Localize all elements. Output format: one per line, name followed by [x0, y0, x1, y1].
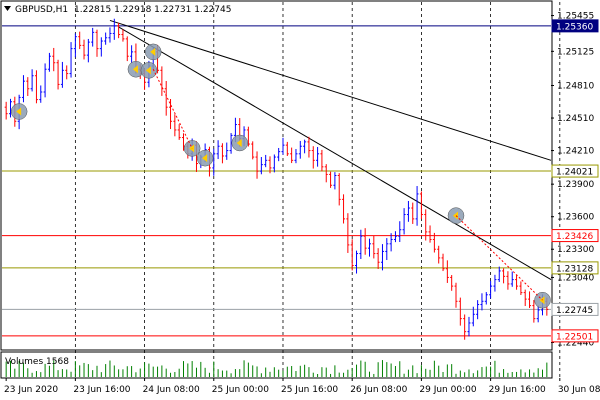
price-tick-label: 1.22440 — [557, 338, 594, 348]
price-tag-box — [551, 302, 599, 316]
price-tick-label: 1.23600 — [557, 213, 594, 223]
time-tick-label: 26 Jun 08:00 — [350, 385, 407, 395]
trade-markers — [10, 43, 551, 309]
volume-label: Volumes 1568 — [5, 357, 69, 367]
price-tag-box — [551, 229, 599, 243]
price-axis: 1.25455 1.25125 1.24810 1.24510 1.24210 1.239… — [551, 12, 594, 348]
price-tag-box — [551, 329, 599, 343]
price-tick-label: 1.25125 — [557, 47, 594, 57]
ohlc-readout: 1.22815 1.22918 1.22731 1.22745 — [74, 5, 231, 15]
volume-bars — [5, 360, 548, 377]
volume-panel-frame — [0, 351, 553, 379]
time-tick-label: 25 Jun 00:00 — [212, 385, 269, 395]
chart-header: GBPUSD,H1 1.22815 1.22918 1.22731 1.2274… — [4, 5, 231, 15]
time-tick-label: 24 Jun 08:00 — [143, 385, 200, 395]
price-tag-label: 1.22745 — [556, 306, 593, 316]
price-tick-label: 1.23040 — [557, 273, 594, 283]
price-tick-label: 1.23300 — [557, 245, 594, 255]
arrow-icon — [236, 138, 242, 147]
trend-lines — [109, 19, 552, 281]
trend-line-lower — [118, 26, 552, 281]
symbol-timeframe: GBPUSD,H1 — [15, 5, 68, 15]
time-tick-label: 29 Jun 00:00 — [419, 385, 476, 395]
time-axis: 23 Jun 2020 23 Jun 16:00 24 Jun 08:00 25 Ju… — [4, 378, 600, 395]
time-tick-label: 25 Jun 16:00 — [281, 385, 338, 395]
trade-connector — [455, 215, 543, 301]
arrow-icon — [189, 144, 195, 153]
triangle-down-icon[interactable] — [4, 6, 11, 11]
time-tick-label: 30 Jun 08:00 — [558, 385, 600, 395]
price-tag-box — [551, 261, 599, 275]
time-tick-label: 29 Jun 16:00 — [489, 385, 546, 395]
price-tag-box — [551, 164, 599, 178]
price-tag-label: 1.23426 — [556, 232, 593, 242]
candles — [4, 18, 549, 340]
arrow-icon — [202, 154, 208, 163]
price-tag-label: 1.25360 — [556, 22, 593, 32]
price-tags: 1.25360 1.24021 1.23426 1.23128 1.22745 1.225… — [551, 19, 599, 343]
price-tag-box — [551, 19, 599, 33]
price-tag-label: 1.22501 — [556, 332, 593, 342]
time-tick-label: 23 Jun 16:00 — [73, 385, 130, 395]
arrow-icon — [145, 66, 151, 75]
price-tick-label: 1.24810 — [557, 81, 594, 91]
price-tick-label: 1.24510 — [557, 114, 594, 124]
price-tick-label: 1.23900 — [557, 180, 594, 190]
price-tag-label: 1.23128 — [556, 264, 593, 274]
time-tick-label: 23 Jun 2020 — [4, 385, 58, 395]
trend-line-upper — [109, 19, 552, 161]
horizontal-levels — [2, 25, 551, 337]
vertical-grid — [74, 2, 561, 378]
trade-connector — [152, 69, 193, 149]
price-tag-label: 1.24021 — [556, 168, 593, 178]
price-tick-label: 1.25455 — [557, 12, 594, 22]
price-tick-label: 1.24210 — [557, 147, 594, 157]
arrow-icon — [453, 211, 459, 220]
arrow-icon — [150, 47, 156, 56]
arrow-icon — [132, 65, 138, 74]
arrow-icon — [16, 107, 22, 116]
